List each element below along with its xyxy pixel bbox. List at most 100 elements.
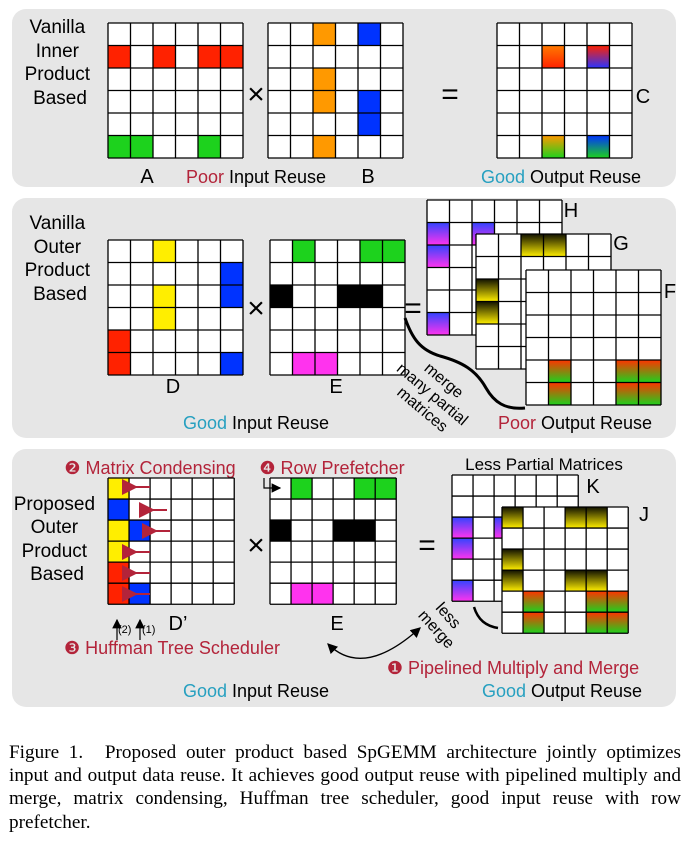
panel1-output-reuse: Good Output Reuse bbox=[481, 167, 641, 187]
mB-cell bbox=[313, 23, 336, 46]
matrix-f bbox=[525, 269, 662, 406]
matrix-e2-label: E bbox=[330, 613, 343, 635]
equals-sign-2: = bbox=[404, 292, 422, 325]
mJ-cell bbox=[502, 570, 524, 592]
mDp-cell bbox=[108, 541, 130, 563]
mE2-cell bbox=[270, 520, 292, 542]
caption-text: Proposed outer product based SpGEMM arch… bbox=[9, 742, 681, 833]
mF-cell bbox=[548, 360, 571, 383]
mB-cell bbox=[358, 113, 381, 136]
mC-cell bbox=[542, 135, 565, 158]
mD-cell bbox=[153, 285, 176, 308]
equals-sign-3: = bbox=[418, 529, 436, 562]
panel1-label: Vanilla Inner Product Based bbox=[25, 17, 96, 109]
times-sign-1: × bbox=[247, 78, 265, 111]
matrix-b bbox=[267, 22, 404, 159]
mD-cell bbox=[153, 240, 176, 263]
matrix-b-label: B bbox=[361, 166, 374, 188]
matrix-e-proposed bbox=[269, 477, 397, 605]
matrix-d bbox=[107, 239, 244, 376]
mDp-cell bbox=[108, 499, 130, 521]
matrix-h-label: H bbox=[564, 200, 578, 222]
panel3-label: Proposed Outer Product Based bbox=[14, 494, 101, 585]
mDp-cell bbox=[108, 520, 130, 542]
mK-cell bbox=[452, 517, 474, 539]
panel3-input-reuse: Good Input Reuse bbox=[183, 681, 329, 701]
mDp-cell bbox=[129, 520, 151, 542]
matrix-e bbox=[269, 239, 406, 376]
less-merge-brace bbox=[472, 606, 499, 630]
matrix-a-label: A bbox=[140, 166, 154, 188]
mD-cell bbox=[220, 262, 243, 285]
matrix-condensing-label: ❷ Matrix Condensing bbox=[64, 458, 235, 478]
mE2-cell bbox=[312, 583, 334, 605]
times-sign-3: × bbox=[247, 529, 265, 562]
mJ-cell bbox=[565, 507, 587, 529]
equals-sign-1: = bbox=[441, 78, 459, 111]
mE-cell bbox=[292, 352, 315, 375]
prefetcher-connector bbox=[263, 478, 282, 493]
mE2-cell bbox=[291, 583, 313, 605]
times-sign-2: × bbox=[247, 292, 265, 325]
mB-cell bbox=[358, 90, 381, 113]
less-partial-label: Less Partial Matrices bbox=[465, 455, 623, 474]
mF-cell bbox=[548, 382, 571, 405]
figure-canvas: Vanilla Inner Product Based × = A B C Po… bbox=[12, 9, 676, 707]
mDp-cell bbox=[108, 583, 130, 605]
mG-cell bbox=[476, 279, 499, 302]
mE-cell bbox=[360, 240, 383, 263]
mJ-cell bbox=[586, 507, 608, 529]
mD-cell bbox=[108, 330, 131, 353]
mH-cell bbox=[427, 222, 450, 245]
mJ-cell bbox=[502, 507, 524, 529]
mE2-cell bbox=[354, 520, 376, 542]
mJ-cell bbox=[523, 591, 545, 613]
mC-cell bbox=[587, 135, 610, 158]
panel3-output-reuse: Good Output Reuse bbox=[482, 681, 642, 701]
figure-caption: Figure 1. Proposed outer product based S… bbox=[9, 741, 681, 834]
panel2-input-reuse: Good Input Reuse bbox=[183, 413, 329, 433]
pipelined-label: ❶ Pipelined Multiply and Merge bbox=[387, 658, 639, 678]
matrix-c bbox=[496, 22, 633, 159]
matrix-e-label: E bbox=[329, 376, 342, 398]
matrix-c-label: C bbox=[636, 86, 650, 108]
mC-cell bbox=[542, 45, 565, 68]
mB-cell bbox=[313, 68, 336, 91]
mE-cell bbox=[337, 285, 360, 308]
panel1-input-reuse: Poor Input Reuse bbox=[186, 167, 326, 187]
condensing-arrows bbox=[122, 479, 170, 602]
mF-cell bbox=[638, 360, 661, 383]
matrix-dp-label: D’ bbox=[169, 613, 188, 635]
mE2-cell bbox=[375, 478, 397, 500]
mA-cell bbox=[153, 45, 176, 68]
figure: Vanilla Inner Product Based × = A B C Po… bbox=[12, 9, 676, 707]
panel2-label: Vanilla Outer Product Based bbox=[25, 213, 96, 305]
scheduler-order-arrows bbox=[112, 618, 145, 640]
mB-cell bbox=[313, 135, 336, 158]
mE-cell bbox=[270, 285, 293, 308]
matrix-k-label: K bbox=[586, 476, 600, 498]
mJ-cell bbox=[607, 591, 629, 613]
mF-cell bbox=[638, 382, 661, 405]
mH-cell bbox=[427, 312, 450, 335]
mA-cell bbox=[220, 45, 243, 68]
row-prefetcher-label: ❹ Row Prefetcher bbox=[259, 458, 404, 478]
mA-cell bbox=[198, 135, 221, 158]
matrix-d-prime bbox=[107, 477, 235, 605]
mDp-cell bbox=[108, 478, 130, 500]
mD-cell bbox=[220, 285, 243, 308]
mD-cell bbox=[153, 307, 176, 330]
mK-cell bbox=[452, 538, 474, 560]
caption-label: Figure 1. bbox=[9, 742, 84, 763]
merge-brace bbox=[403, 317, 526, 410]
mH-cell bbox=[427, 245, 450, 268]
mD-cell bbox=[220, 352, 243, 375]
mK-cell bbox=[452, 580, 474, 602]
matrix-j-label: J bbox=[639, 504, 649, 526]
order-1-label: (1) bbox=[142, 624, 155, 636]
mJ-cell bbox=[586, 612, 608, 634]
mA-cell bbox=[198, 45, 221, 68]
mG-cell bbox=[521, 234, 544, 257]
matrix-d-label: D bbox=[166, 376, 180, 398]
mE-cell bbox=[315, 352, 338, 375]
